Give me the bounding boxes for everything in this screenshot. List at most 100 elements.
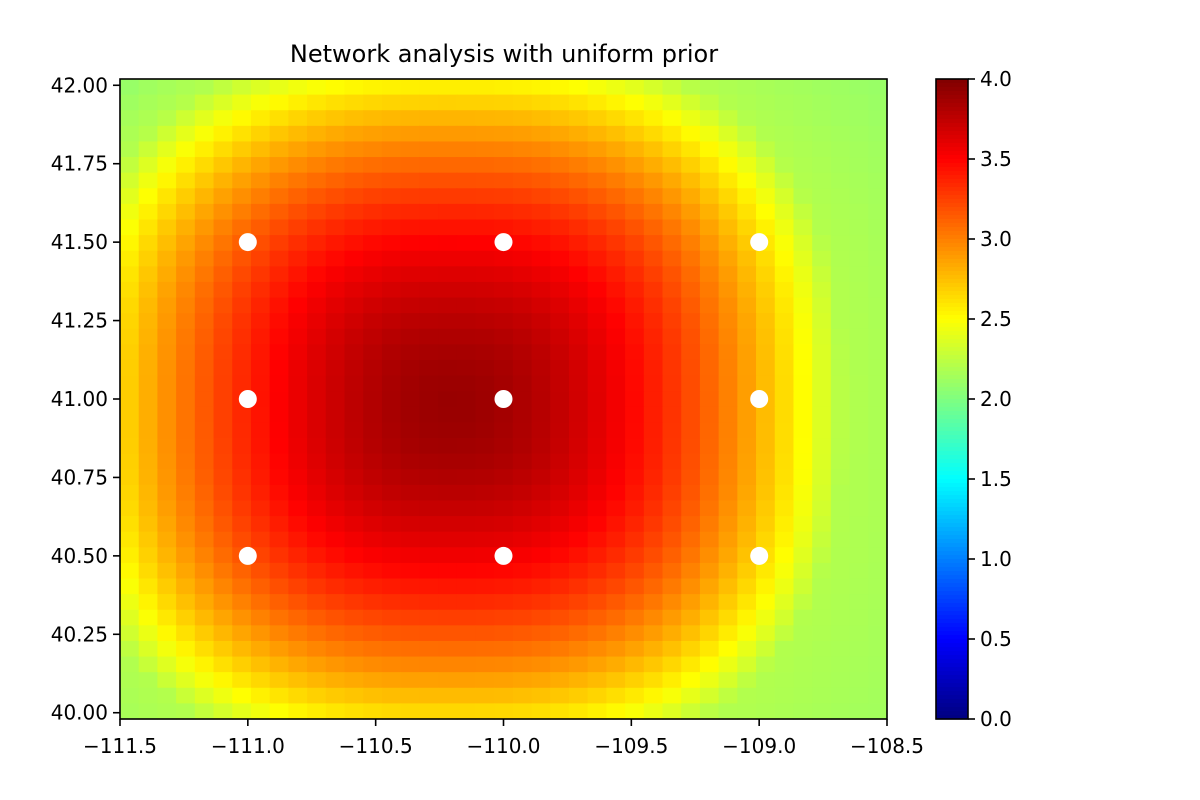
heatmap-cell	[662, 594, 682, 611]
heatmap-cell	[718, 531, 738, 548]
heatmap-cell	[718, 250, 738, 267]
heatmap-cell	[756, 578, 776, 595]
heatmap-cell	[138, 625, 159, 642]
heatmap-cell	[643, 141, 664, 158]
colorbar-segment	[936, 531, 968, 536]
heatmap-cell	[456, 609, 477, 626]
heatmap-cell	[812, 94, 832, 111]
heatmap-cell	[512, 625, 533, 642]
heatmap-cell	[475, 281, 495, 299]
colorbar-segment	[936, 671, 968, 676]
heatmap-cell	[157, 656, 177, 673]
colorbar-segment	[936, 463, 968, 468]
heatmap-cell	[550, 188, 570, 205]
heatmap-cell	[325, 266, 346, 283]
heatmap-cell	[344, 453, 364, 470]
heatmap-cell	[643, 531, 664, 548]
heatmap-cell	[849, 562, 869, 580]
heatmap-cell	[587, 172, 607, 189]
heatmap-cell	[812, 672, 832, 689]
heatmap-cell	[250, 594, 271, 611]
heatmap-cell	[176, 640, 196, 658]
heatmap-cell	[662, 703, 682, 720]
colorbar-segment	[936, 675, 968, 680]
heatmap-cell	[381, 328, 402, 345]
heatmap-cell	[531, 500, 551, 517]
heatmap-cell	[606, 500, 626, 517]
heatmap-cell	[250, 328, 271, 345]
heatmap-cell	[307, 500, 327, 517]
heatmap-cell	[868, 344, 888, 361]
heatmap-cell	[363, 562, 383, 580]
heatmap-cell	[288, 125, 308, 143]
heatmap-cell	[120, 422, 140, 439]
colorbar-segment	[936, 271, 968, 276]
heatmap-cell	[737, 625, 757, 642]
colorbar-segment	[936, 587, 968, 592]
heatmap-cell	[269, 250, 289, 267]
colorbar-segment	[936, 379, 968, 384]
heatmap-cell	[157, 219, 177, 236]
heatmap-cell	[625, 562, 645, 580]
heatmap-cell	[625, 484, 645, 502]
heatmap-cell	[868, 375, 888, 392]
heatmap-cell	[176, 422, 196, 439]
heatmap-cell	[194, 547, 215, 564]
heatmap-cell	[550, 297, 570, 314]
heatmap-cell	[812, 313, 832, 330]
y-tick-label: 40.25	[51, 622, 108, 646]
heatmap-cell	[830, 406, 851, 424]
heatmap-cell	[419, 391, 439, 408]
heatmap-cell	[456, 703, 477, 720]
heatmap-cell	[868, 469, 888, 486]
heatmap-cell	[176, 188, 196, 205]
heatmap-cell	[381, 484, 402, 502]
heatmap-cell	[120, 594, 140, 611]
heatmap-cell	[737, 125, 757, 143]
heatmap-cell	[213, 687, 233, 704]
heatmap-cell	[250, 219, 271, 236]
heatmap-cell	[363, 438, 383, 455]
heatmap-cell	[550, 406, 570, 424]
heatmap-cell	[643, 703, 664, 720]
heatmap-cell	[194, 328, 215, 345]
heatmap-cell	[812, 625, 832, 642]
heatmap-cell	[157, 266, 177, 283]
heatmap-cell	[849, 172, 869, 189]
heatmap-cell	[793, 172, 813, 189]
colorbar-segment	[936, 575, 968, 580]
heatmap-cell	[456, 235, 477, 252]
heatmap-cell	[325, 281, 346, 299]
heatmap-cell	[812, 687, 832, 704]
heatmap-cell	[438, 110, 458, 127]
heatmap-cell	[849, 391, 869, 408]
heatmap-cell	[793, 531, 813, 548]
heatmap-cell	[756, 297, 776, 314]
heatmap-cell	[381, 531, 402, 548]
heatmap-cell	[756, 484, 776, 502]
heatmap-cell	[830, 141, 851, 158]
heatmap-cell	[363, 469, 383, 486]
heatmap-cell	[531, 141, 551, 158]
heatmap-cell	[737, 297, 757, 314]
heatmap-cell	[157, 125, 177, 143]
heatmap-cell	[550, 94, 570, 111]
station-point	[494, 233, 513, 252]
heatmap-cell	[868, 219, 888, 236]
heatmap-cell	[120, 203, 140, 221]
heatmap-cell	[830, 422, 851, 439]
heatmap-cell	[681, 79, 701, 96]
heatmap-cell	[213, 672, 233, 689]
heatmap-cell	[643, 609, 664, 626]
heatmap-cell	[176, 531, 196, 548]
heatmap-cell	[288, 219, 308, 236]
heatmap-cell	[849, 344, 869, 361]
heatmap-cell	[138, 453, 159, 470]
heatmap-cell	[213, 359, 233, 377]
heatmap-cell	[774, 422, 795, 439]
heatmap-cell	[475, 79, 495, 96]
heatmap-cell	[344, 516, 364, 533]
heatmap-cell	[419, 484, 439, 502]
heatmap-cell	[830, 438, 851, 455]
heatmap-cell	[774, 203, 795, 221]
